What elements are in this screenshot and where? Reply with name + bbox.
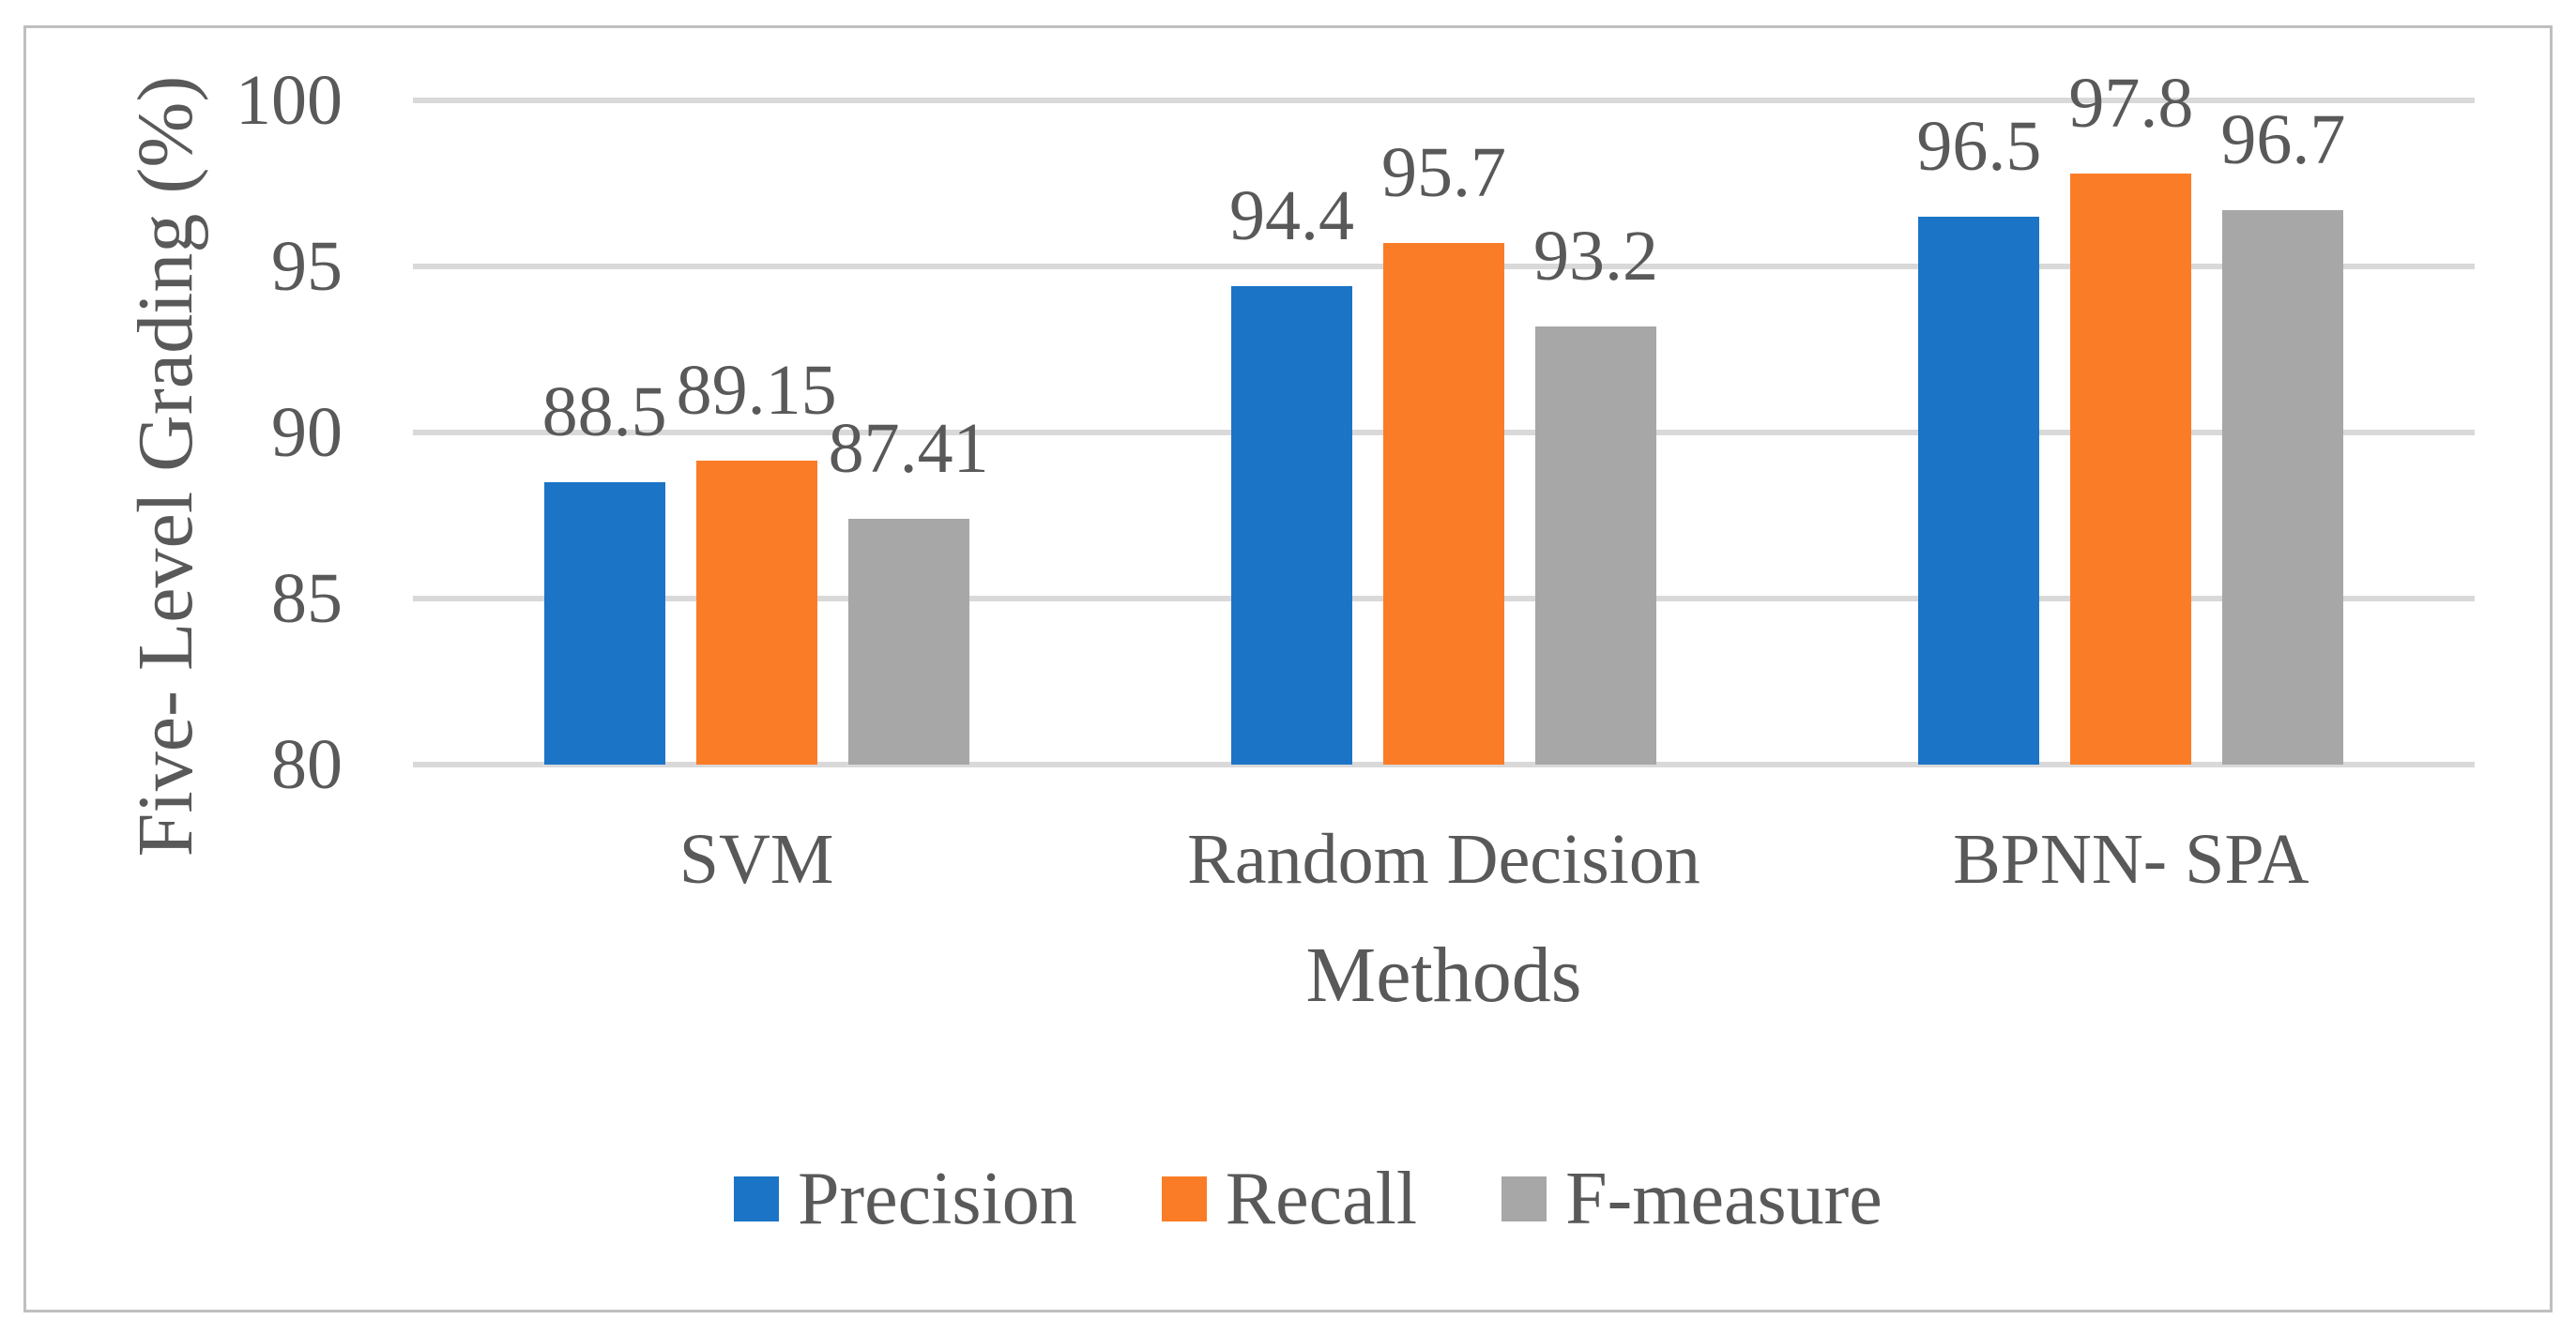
bar-recall-svm <box>695 461 817 765</box>
gridline-80 <box>413 762 2475 767</box>
legend-label-precision: Precision <box>798 1158 1077 1240</box>
data-label-recall-random-decision: 95.7 <box>1381 133 1506 213</box>
data-label-recall-bpnn-spa: 97.8 <box>2068 63 2194 143</box>
bar-f-measure-svm <box>847 518 969 765</box>
data-label-recall-svm: 89.15 <box>676 351 837 431</box>
legend-label-f-measure: F-measure <box>1565 1158 1882 1240</box>
x-tick-label-bpnn-spa: BPNN- SPA <box>1953 820 2309 899</box>
y-tick-label-85: 85 <box>271 559 343 638</box>
bar-recall-bpnn-spa <box>2070 173 2192 765</box>
x-axis-title: Methods <box>1305 932 1582 1019</box>
data-label-f-measure-random-decision: 93.2 <box>1533 216 1658 296</box>
y-tick-label-100: 100 <box>236 61 343 140</box>
legend-item-f-measure: F-measure <box>1501 1161 1882 1236</box>
data-label-f-measure-svm: 87.41 <box>828 408 989 488</box>
data-label-precision-bpnn-spa: 96.5 <box>1916 106 2042 186</box>
bar-precision-svm <box>543 482 665 765</box>
legend-swatch-precision <box>734 1176 779 1221</box>
bar-precision-random-decision <box>1231 286 1352 765</box>
legend-item-precision: Precision <box>734 1161 1077 1236</box>
bar-f-measure-bpnn-spa <box>2222 209 2344 765</box>
legend-label-recall: Recall <box>1225 1158 1418 1240</box>
data-label-f-measure-bpnn-spa: 96.7 <box>2220 99 2346 179</box>
legend-swatch-recall <box>1161 1176 1207 1221</box>
legend-swatch-f-measure <box>1501 1176 1547 1221</box>
bar-recall-random-decision <box>1383 243 1504 765</box>
y-tick-label-80: 80 <box>271 725 343 804</box>
x-tick-label-random-decision: Random Decision <box>1187 820 1700 899</box>
y-tick-label-95: 95 <box>271 227 343 306</box>
data-label-precision-svm: 88.5 <box>541 372 667 452</box>
bar-precision-bpnn-spa <box>1918 216 2040 765</box>
bar-f-measure-random-decision <box>1535 326 1656 765</box>
gridline-100 <box>413 98 2475 103</box>
data-label-precision-random-decision: 94.4 <box>1229 176 1354 256</box>
x-tick-label-svm: SVM <box>678 820 834 899</box>
legend-item-recall: Recall <box>1161 1158 1418 1240</box>
y-tick-label-90: 90 <box>271 393 343 472</box>
legend: Precision Recall F-measure <box>734 1160 1882 1238</box>
